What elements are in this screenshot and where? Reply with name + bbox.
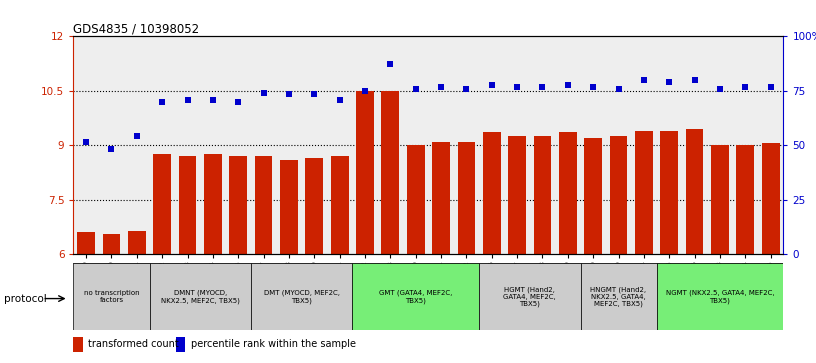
Point <box>637 77 650 83</box>
Bar <box>78 232 95 254</box>
Point <box>511 84 524 90</box>
Bar <box>251 263 353 330</box>
Bar <box>483 132 501 254</box>
Bar <box>559 132 577 254</box>
Bar <box>229 156 247 254</box>
Bar <box>179 156 197 254</box>
Point <box>257 90 270 95</box>
Point <box>561 82 574 88</box>
Point <box>713 86 726 92</box>
Bar <box>762 143 779 254</box>
Bar <box>149 263 251 330</box>
Point <box>181 97 194 103</box>
Point <box>587 84 600 90</box>
Bar <box>610 136 628 254</box>
Point <box>486 82 499 88</box>
Bar <box>103 234 120 254</box>
Bar <box>660 131 678 254</box>
Bar <box>73 263 149 330</box>
Bar <box>330 156 348 254</box>
Point <box>131 133 144 139</box>
Point <box>435 84 448 90</box>
Bar <box>458 142 475 254</box>
Point <box>663 79 676 85</box>
Text: no transcription
factors: no transcription factors <box>84 290 140 303</box>
Point <box>409 86 422 92</box>
Text: HGMT (Hand2,
GATA4, MEF2C,
TBX5): HGMT (Hand2, GATA4, MEF2C, TBX5) <box>503 286 557 307</box>
Bar <box>176 337 185 351</box>
Point <box>612 86 625 92</box>
Bar <box>657 263 783 330</box>
Bar <box>711 145 729 254</box>
Bar <box>479 263 580 330</box>
Point <box>80 139 93 144</box>
Text: percentile rank within the sample: percentile rank within the sample <box>190 339 356 349</box>
Bar <box>407 145 424 254</box>
Point <box>738 84 752 90</box>
Point <box>232 99 245 105</box>
Text: protocol: protocol <box>4 294 47 305</box>
Text: HNGMT (Hand2,
NKX2.5, GATA4,
MEF2C, TBX5): HNGMT (Hand2, NKX2.5, GATA4, MEF2C, TBX5… <box>591 286 646 307</box>
Point <box>333 97 346 103</box>
Text: DMNT (MYOCD,
NKX2.5, MEF2C, TBX5): DMNT (MYOCD, NKX2.5, MEF2C, TBX5) <box>161 290 240 304</box>
Text: GDS4835 / 10398052: GDS4835 / 10398052 <box>73 22 200 35</box>
Bar <box>255 156 273 254</box>
Text: DMT (MYOCD, MEF2C,
TBX5): DMT (MYOCD, MEF2C, TBX5) <box>264 290 339 304</box>
Bar <box>584 138 602 254</box>
Point <box>282 91 295 97</box>
Point <box>384 61 397 66</box>
Point <box>460 86 473 92</box>
Bar <box>128 231 146 254</box>
Point <box>105 146 118 152</box>
Bar <box>280 160 298 254</box>
Bar <box>305 158 323 254</box>
Bar <box>153 154 171 254</box>
Point <box>536 84 549 90</box>
Bar <box>432 142 450 254</box>
Bar <box>685 129 703 254</box>
Point <box>308 91 321 97</box>
Point <box>688 77 701 83</box>
Bar <box>356 91 374 254</box>
Point <box>358 88 371 94</box>
Bar <box>353 263 479 330</box>
Text: GMT (GATA4, MEF2C,
TBX5): GMT (GATA4, MEF2C, TBX5) <box>379 290 452 304</box>
Point <box>156 99 169 105</box>
Bar <box>382 91 399 254</box>
Point <box>764 84 777 90</box>
Bar <box>580 263 657 330</box>
Bar <box>204 154 222 254</box>
Text: NGMT (NKX2.5, GATA4, MEF2C,
TBX5): NGMT (NKX2.5, GATA4, MEF2C, TBX5) <box>666 290 774 304</box>
Bar <box>508 136 526 254</box>
Bar <box>73 337 82 351</box>
Point <box>206 97 220 103</box>
Bar <box>635 131 653 254</box>
Bar <box>737 145 754 254</box>
Bar <box>534 136 552 254</box>
Text: transformed count: transformed count <box>88 339 179 349</box>
